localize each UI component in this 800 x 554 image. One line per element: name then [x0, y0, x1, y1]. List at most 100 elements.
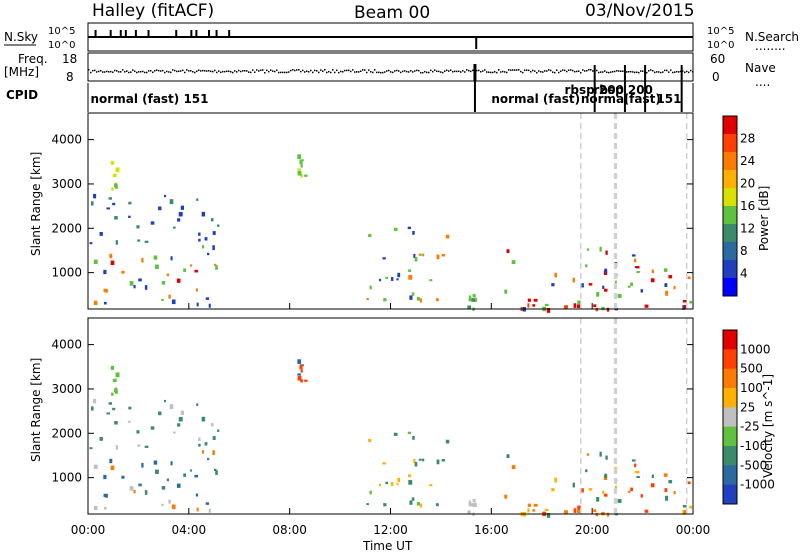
power-cell	[682, 305, 685, 310]
velocity-cell	[129, 486, 134, 491]
velocity-cell	[153, 460, 158, 465]
freq-sample	[578, 70, 580, 72]
velocity-cell	[436, 459, 440, 465]
power-cell	[297, 154, 302, 160]
power-cell	[144, 240, 149, 243]
velocity-cell	[631, 459, 636, 462]
velocity-cell	[689, 505, 693, 509]
power-cell	[554, 272, 557, 278]
freq-sample	[266, 69, 268, 72]
power-colorbar-tick: 24	[740, 154, 755, 168]
power-cell	[640, 289, 644, 293]
freq-sample	[604, 70, 606, 72]
power-cell	[586, 248, 590, 251]
power-cell	[366, 298, 369, 301]
freq-sample	[198, 69, 200, 71]
power-colorbar-swatch	[723, 170, 737, 189]
freq-sample	[192, 70, 194, 73]
freq-sample	[618, 70, 620, 72]
freq-sample	[122, 69, 124, 71]
freq-sample	[614, 70, 616, 73]
power-colorbar-swatch	[723, 242, 737, 261]
power-colorbar-tick: 4	[740, 267, 748, 281]
power-cell	[473, 297, 477, 302]
velocity-cell	[103, 506, 107, 510]
velocity-cell	[572, 482, 575, 488]
freq-sample	[262, 69, 264, 71]
power-cell	[141, 257, 144, 263]
freq-sample	[480, 70, 482, 73]
freq-sample	[638, 71, 640, 74]
velocity-cell	[471, 504, 475, 507]
freq-sample	[126, 70, 128, 72]
freq-sample	[256, 69, 258, 71]
freq-sample	[108, 71, 110, 73]
freq-sample	[508, 69, 510, 71]
velocity-cell	[644, 509, 649, 513]
freq-sample	[374, 69, 376, 71]
nsearch-dots: ........	[755, 39, 786, 53]
freq-sample	[352, 69, 354, 71]
power-cell	[198, 232, 201, 236]
freq-sample	[670, 69, 672, 71]
freq-sample	[414, 70, 416, 72]
velocity-colorbar-swatch	[723, 330, 737, 350]
velocity-cell	[411, 497, 415, 501]
power-cell	[422, 253, 425, 257]
velocity-cell	[297, 375, 302, 381]
velocity-cell	[205, 502, 210, 505]
velocity-cell	[196, 507, 199, 512]
freq-sample	[250, 71, 252, 74]
freq-sample	[394, 70, 396, 72]
velocity-colorbar-swatch	[723, 484, 737, 505]
freq-sample	[158, 69, 160, 72]
freq-sample	[330, 71, 332, 74]
velocity-cell	[170, 461, 173, 466]
power-cell	[121, 270, 125, 274]
velocity-cell	[580, 488, 584, 493]
velocity-cell	[585, 469, 588, 473]
power-cell	[593, 304, 597, 308]
freq-sample	[402, 70, 404, 73]
velocity-cell	[682, 510, 685, 515]
freq-sample	[564, 69, 566, 72]
power-cell	[604, 268, 608, 274]
freq-sample	[552, 71, 554, 73]
power-cell	[108, 197, 113, 200]
freq-sample	[446, 69, 448, 72]
power-cell	[110, 160, 115, 165]
freq-sample	[476, 69, 478, 72]
freq-sample	[438, 70, 440, 73]
power-cell	[617, 294, 622, 298]
velocity-cell	[141, 462, 144, 468]
velocity-cell	[422, 458, 425, 462]
freq-sample	[252, 69, 254, 71]
power-cell	[393, 227, 398, 231]
cpid-label-1: normal (fast)	[491, 92, 580, 106]
power-cell	[109, 253, 113, 259]
velocity-cell	[577, 509, 581, 514]
velocity-colorbar-swatch	[723, 426, 737, 447]
power-cell	[114, 173, 117, 177]
freq-sample	[442, 71, 444, 74]
power-cell	[138, 278, 142, 282]
power-cell	[111, 187, 114, 191]
freq-sample	[344, 69, 346, 72]
ytick-label: 2000	[51, 221, 82, 235]
freq-sample	[598, 71, 600, 74]
velocity-cell	[650, 483, 655, 488]
freq-sample	[392, 71, 394, 74]
freq-sample	[212, 70, 214, 73]
power-cell	[90, 201, 94, 206]
power-colorbar-tick: 28	[740, 132, 755, 146]
freq-sample	[214, 69, 216, 72]
power-cell	[585, 264, 588, 268]
power-cell	[636, 271, 640, 274]
power-cell	[297, 168, 301, 171]
power-cell	[112, 202, 116, 206]
freq-right-tick-bottom: 0	[712, 70, 720, 84]
freq-sample	[616, 70, 618, 72]
freq-sample	[146, 71, 148, 74]
freq-sample	[596, 69, 598, 72]
velocity-cell	[93, 505, 98, 511]
